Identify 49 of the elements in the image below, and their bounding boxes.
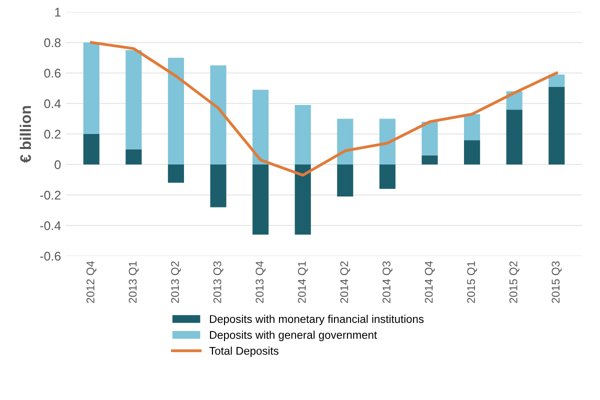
bar xyxy=(83,42,100,134)
bar xyxy=(422,155,438,164)
bar xyxy=(294,164,311,235)
bar xyxy=(464,140,480,164)
y-tick-label: 0.6 xyxy=(44,68,61,78)
x-tick-label: 2013 Q3 xyxy=(213,261,224,303)
bar xyxy=(168,164,184,183)
x-tick-label: 2014 Q3 xyxy=(382,261,392,303)
y-tick-label: 1 xyxy=(55,8,61,17)
bar xyxy=(506,110,522,164)
bar xyxy=(379,118,396,164)
x-tick-label: 2013 Q2 xyxy=(171,261,181,303)
x-tick-label: 2015 Q3 xyxy=(552,261,562,303)
y-tick-label: 0 xyxy=(54,160,61,170)
x-tick-label: 2015 Q2 xyxy=(509,261,520,303)
x-tick-label: 2014 Q4 xyxy=(424,261,435,303)
bar xyxy=(337,118,354,164)
legend-label: Deposits with general government xyxy=(210,330,377,342)
bar xyxy=(464,114,480,140)
x-tick-label: 2015 Q1 xyxy=(467,261,478,303)
x-tick-label: 2014 Q2 xyxy=(340,261,350,303)
y-axis-title: € billion xyxy=(20,106,32,163)
x-tick-label: 2013 Q4 xyxy=(256,261,266,303)
bar xyxy=(252,164,269,235)
bar xyxy=(210,164,226,208)
bar xyxy=(126,149,142,164)
bar xyxy=(83,134,100,164)
legend-label: Deposits with monetary financial institutions xyxy=(210,314,424,326)
y-tick-label: 0.2 xyxy=(44,130,61,139)
y-tick-label: -0.6 xyxy=(40,252,61,261)
bar xyxy=(379,164,396,189)
bar xyxy=(210,65,226,164)
bar xyxy=(548,74,565,87)
line-series xyxy=(90,41,558,177)
bar xyxy=(337,164,354,197)
bar xyxy=(126,50,142,150)
legend-label: Total Deposits xyxy=(209,346,278,357)
bar xyxy=(252,90,269,164)
y-tick-label: -0.4 xyxy=(40,221,61,230)
bar xyxy=(294,105,311,164)
x-tick-label: 2014 Q1 xyxy=(298,261,308,303)
bar xyxy=(422,122,438,156)
x-tick-label: 2012 Q4 xyxy=(86,261,96,303)
bar xyxy=(168,58,184,164)
bar xyxy=(548,86,565,164)
y-tick-label: 0.4 xyxy=(44,99,61,108)
y-tick-label: 0.8 xyxy=(44,38,61,48)
x-tick-label: 2013 Q1 xyxy=(128,261,139,303)
y-tick-label: -0.2 xyxy=(40,190,61,200)
